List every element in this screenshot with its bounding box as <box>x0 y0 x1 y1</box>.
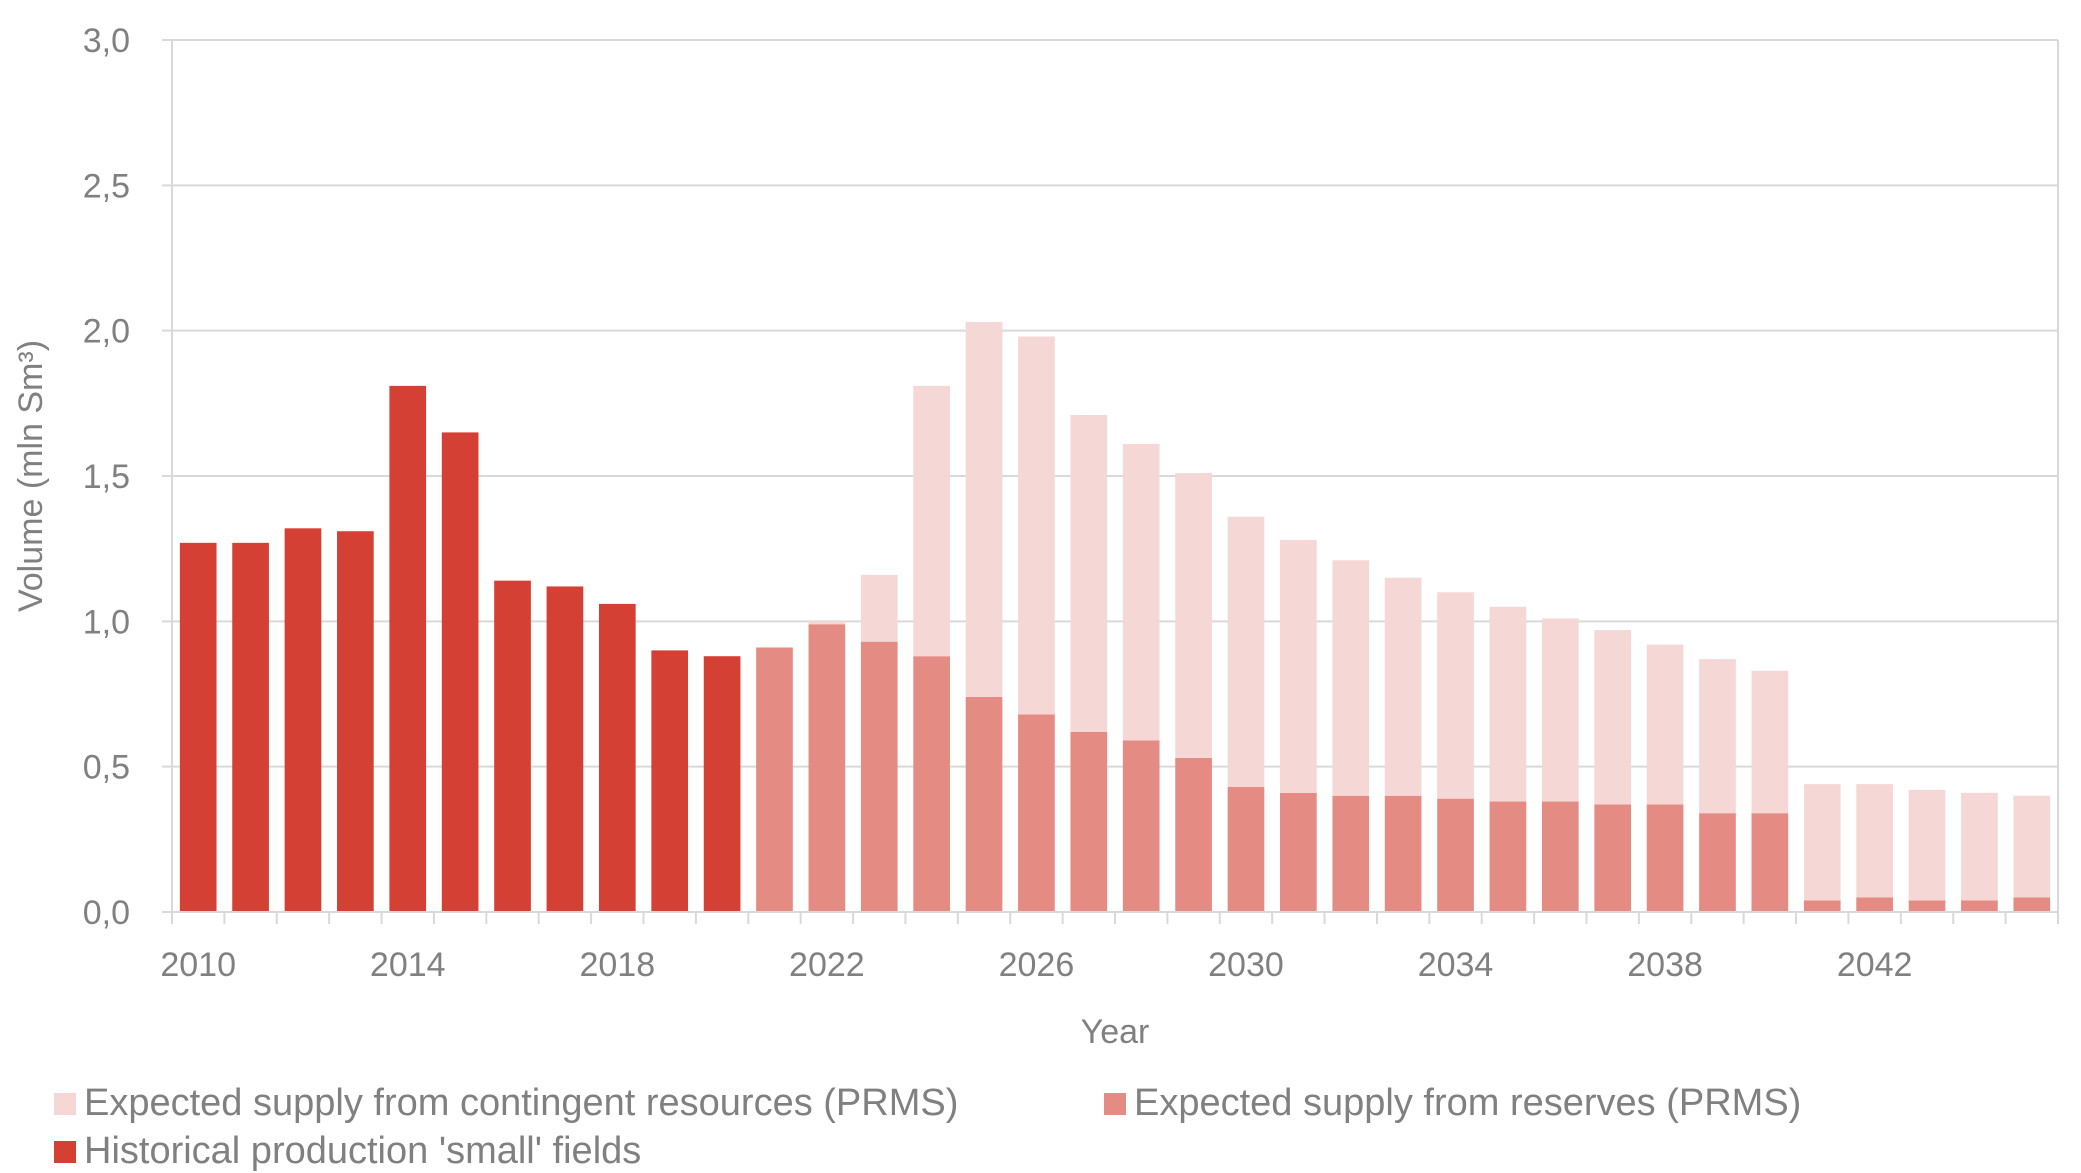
y-tick-label: 2,0 <box>83 313 130 351</box>
x-tick-label: 2038 <box>1627 946 1703 984</box>
bar-contingent-2044 <box>1961 792 1998 901</box>
legend-label-historical: Historical production 'small' fields <box>84 1130 642 1172</box>
bar-historical-2020 <box>703 656 741 912</box>
bar-reserves-2041 <box>1803 900 1841 912</box>
bar-contingent-2027 <box>1070 414 1108 732</box>
y-tick-label: 0,0 <box>83 894 130 932</box>
y-axis-title: Volume (mln Sm³) <box>12 340 50 612</box>
bar-reserves-2043 <box>1908 900 1946 912</box>
bar-historical-2019 <box>651 650 689 912</box>
bar-historical-2011 <box>232 542 269 912</box>
bar-reserves-2033 <box>1384 795 1422 912</box>
bar-reserves-2038 <box>1646 804 1684 912</box>
bar-historical-2017 <box>546 586 584 912</box>
bar-reserves-2032 <box>1332 795 1370 912</box>
bar-reserves-2021 <box>756 647 793 912</box>
bar-reserves-2034 <box>1437 798 1474 912</box>
bar-reserves-2026 <box>1018 714 1055 912</box>
legend-item-reserves: Expected supply from reserves (PRMS) <box>1104 1082 1801 1125</box>
bar-contingent-2031 <box>1280 539 1317 793</box>
bar-reserves-2039 <box>1699 813 1736 912</box>
bar-contingent-2023 <box>860 574 898 642</box>
bar-contingent-2024 <box>913 385 950 657</box>
bar-reserves-2045 <box>2013 897 2051 912</box>
bar-reserves-2029 <box>1175 757 1212 912</box>
bar-contingent-2042 <box>1856 784 1893 898</box>
bar-contingent-2029 <box>1175 473 1212 758</box>
bar-contingent-2039 <box>1699 659 1736 814</box>
bar-contingent-2043 <box>1908 789 1946 901</box>
bar-reserves-2027 <box>1070 731 1108 912</box>
bar-contingent-2030 <box>1227 516 1265 788</box>
bar-contingent-2022 <box>808 621 846 625</box>
bar-reserves-2031 <box>1280 792 1317 912</box>
bar-contingent-2033 <box>1384 577 1422 796</box>
bar-contingent-2035 <box>1489 606 1527 802</box>
bar-contingent-2034 <box>1437 592 1474 799</box>
bar-historical-2018 <box>598 603 636 912</box>
bar-contingent-2045 <box>2013 795 2051 898</box>
y-tick-label: 3,0 <box>83 22 130 60</box>
bar-historical-2013 <box>337 531 374 912</box>
legend-swatch-contingent <box>54 1092 76 1115</box>
y-tick-labels: 0,0 0,5 1,0 1,5 2,0 2,5 3,0 <box>83 22 130 932</box>
bar-reserves-2044 <box>1961 900 1998 912</box>
bar-reserves-2040 <box>1751 813 1789 912</box>
bar-historical-2016 <box>494 580 531 912</box>
bar-historical-2012 <box>284 528 322 912</box>
y-tick-label: 1,0 <box>83 603 130 641</box>
bar-contingent-2036 <box>1541 618 1579 802</box>
x-tick-label: 2010 <box>160 946 236 984</box>
bar-contingent-2041 <box>1803 784 1841 901</box>
bar-contingent-2037 <box>1594 630 1632 805</box>
y-tick-label: 2,5 <box>83 167 130 205</box>
legend-swatch-historical <box>54 1140 76 1163</box>
bar-reserves-2042 <box>1856 897 1893 912</box>
bar-historical-2014 <box>389 385 427 913</box>
legend-swatch-reserves <box>1104 1092 1126 1115</box>
x-tick-label: 2018 <box>579 946 655 984</box>
legend-item-contingent: Expected supply from contingent resource… <box>54 1082 958 1125</box>
bar-reserves-2023 <box>860 641 898 912</box>
axes <box>171 40 2059 924</box>
bar-reserves-2030 <box>1227 787 1265 912</box>
bar-reserves-2022 <box>808 624 846 912</box>
bar-reserves-2028 <box>1122 740 1160 912</box>
legend-item-historical: Historical production 'small' fields <box>54 1130 641 1173</box>
bar-historical-2010 <box>179 542 217 912</box>
bar-contingent-2032 <box>1332 560 1370 796</box>
legend-label-contingent: Expected supply from contingent resource… <box>84 1082 959 1124</box>
bar-reserves-2024 <box>913 656 950 912</box>
bar-reserves-2035 <box>1489 801 1527 912</box>
bar-contingent-2026 <box>1018 336 1055 715</box>
x-tick-label: 2042 <box>1837 946 1913 984</box>
bars <box>179 321 2051 913</box>
x-tick-label: 2034 <box>1418 946 1494 984</box>
x-tick-label: 2014 <box>370 946 446 984</box>
x-axis-title: Year <box>1081 1013 1150 1051</box>
bar-reserves-2037 <box>1594 804 1632 912</box>
legend-label-reserves: Expected supply from reserves (PRMS) <box>1134 1082 1802 1124</box>
bar-reserves-2025 <box>965 696 1003 912</box>
bar-historical-2015 <box>441 432 479 912</box>
x-tick-label: 2030 <box>1208 946 1284 984</box>
bar-contingent-2028 <box>1122 444 1160 741</box>
x-tick-label: 2022 <box>789 946 865 984</box>
y-tick-label: 1,5 <box>83 458 130 496</box>
bar-contingent-2038 <box>1646 644 1684 805</box>
x-tick-labels: 2010 2014 2018 2022 2026 2030 2034 2038 2042 <box>160 946 1912 984</box>
x-tick-label: 2026 <box>999 946 1075 984</box>
bar-contingent-2025 <box>965 321 1003 697</box>
bar-contingent-2040 <box>1751 670 1789 814</box>
bar-reserves-2036 <box>1541 801 1579 912</box>
y-tick-label: 0,5 <box>83 749 130 787</box>
